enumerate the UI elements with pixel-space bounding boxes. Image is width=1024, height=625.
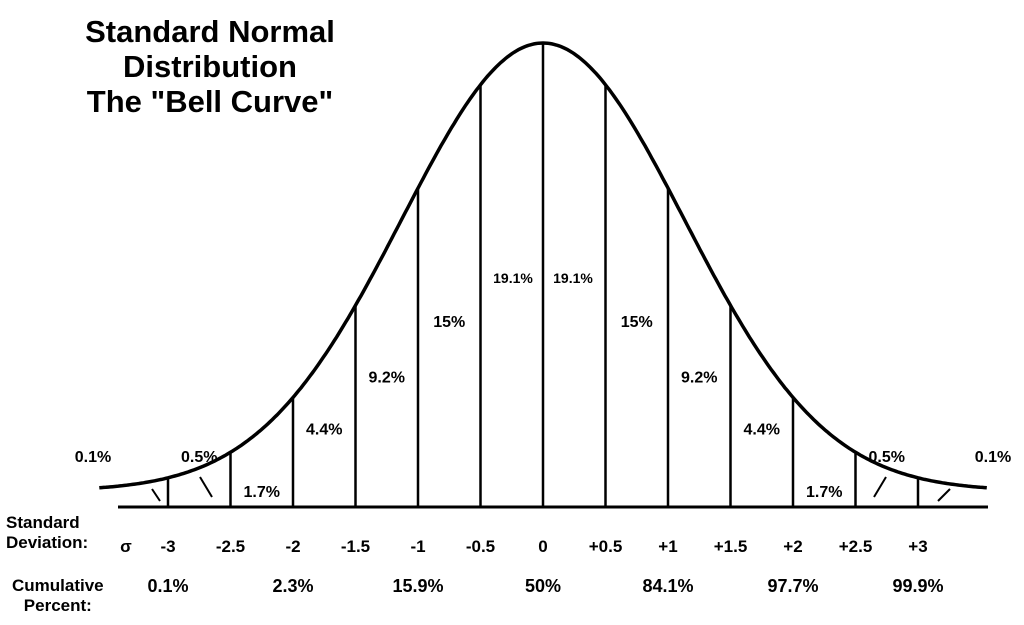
cumulative-label-line-1: Cumulative bbox=[12, 576, 104, 595]
bell-curve-line bbox=[99, 41, 987, 490]
cumulative-value: 2.3% bbox=[272, 576, 313, 596]
segment-label: 15% bbox=[621, 314, 653, 331]
tail-pointer-line bbox=[199, 476, 213, 498]
x-tick-label: +3 bbox=[908, 537, 927, 556]
segment-label: 15% bbox=[433, 314, 465, 331]
std-dev-label-line-1: Standard bbox=[6, 513, 80, 532]
segment-label: 4.4% bbox=[744, 421, 780, 438]
x-tick-label: 0 bbox=[538, 537, 547, 556]
cumulative-label: Cumulative Percent: bbox=[12, 576, 104, 616]
x-tick-label: +1 bbox=[658, 537, 677, 556]
cumulative-labels: 0.1% 2.3% 15.9% 50% 84.1% 97.7% 99.9% bbox=[147, 576, 943, 596]
x-tick-label: -3 bbox=[160, 537, 175, 556]
segment-label: 1.7% bbox=[244, 484, 280, 501]
segment-label: 9.2% bbox=[681, 370, 717, 387]
segment-label: 1.7% bbox=[806, 484, 842, 501]
segment-labels: 0.1% 0.5% 1.7% 4.4% 9.2% 15% 19.1% 19.1% 15% 9.2%… bbox=[75, 270, 1011, 501]
x-tick-label: +0.5 bbox=[589, 537, 623, 556]
cumulative-value: 97.7% bbox=[767, 576, 818, 596]
chart-title-line-1: Standard Normal bbox=[85, 14, 335, 49]
x-tick-label: -2.5 bbox=[216, 537, 245, 556]
tail-pointers bbox=[151, 476, 951, 502]
chart-title: Standard Normal Distribution The "Bell C… bbox=[60, 14, 360, 119]
segment-label: 0.5% bbox=[869, 449, 905, 466]
divider-lines bbox=[166, 43, 920, 507]
x-tick-labels: σ -3 -2.5 -2 -1.5 -1 -0.5 0 +0.5 +1 +1.5 +2 +2.5 +3 bbox=[120, 537, 928, 556]
x-tick-label: -0.5 bbox=[466, 537, 495, 556]
curve-group bbox=[99, 41, 988, 509]
tail-pointer-line bbox=[151, 488, 161, 502]
cumulative-value: 0.1% bbox=[147, 576, 188, 596]
std-dev-label-line-2: Deviation: bbox=[6, 533, 89, 552]
segment-label: 0.5% bbox=[181, 449, 217, 466]
segment-label: 19.1% bbox=[493, 270, 533, 286]
segment-label: 4.4% bbox=[306, 421, 342, 438]
x-tick-label: +2.5 bbox=[839, 537, 873, 556]
tail-pointer-line bbox=[873, 476, 887, 498]
cumulative-value: 99.9% bbox=[892, 576, 943, 596]
segment-label: 19.1% bbox=[553, 270, 593, 286]
cumulative-value: 50% bbox=[525, 576, 561, 596]
std-dev-label: Standard Deviation: bbox=[6, 513, 88, 553]
x-tick-label: -2 bbox=[285, 537, 300, 556]
x-tick-label: +1.5 bbox=[714, 537, 748, 556]
segment-label: 9.2% bbox=[369, 370, 405, 387]
x-tick-label: -1 bbox=[410, 537, 425, 556]
sigma-symbol: σ bbox=[120, 537, 132, 556]
tail-pointer-line bbox=[937, 488, 951, 502]
chart-title-line-2: Distribution bbox=[123, 49, 297, 84]
chart-title-line-3: The "Bell Curve" bbox=[86, 84, 334, 119]
x-tick-label: -1.5 bbox=[341, 537, 370, 556]
cumulative-value: 15.9% bbox=[392, 576, 443, 596]
cumulative-label-line-2: Percent: bbox=[23, 596, 92, 615]
segment-label: 0.1% bbox=[75, 449, 111, 466]
cumulative-value: 84.1% bbox=[642, 576, 693, 596]
segment-label: 0.1% bbox=[975, 449, 1011, 466]
x-tick-label: +2 bbox=[783, 537, 802, 556]
